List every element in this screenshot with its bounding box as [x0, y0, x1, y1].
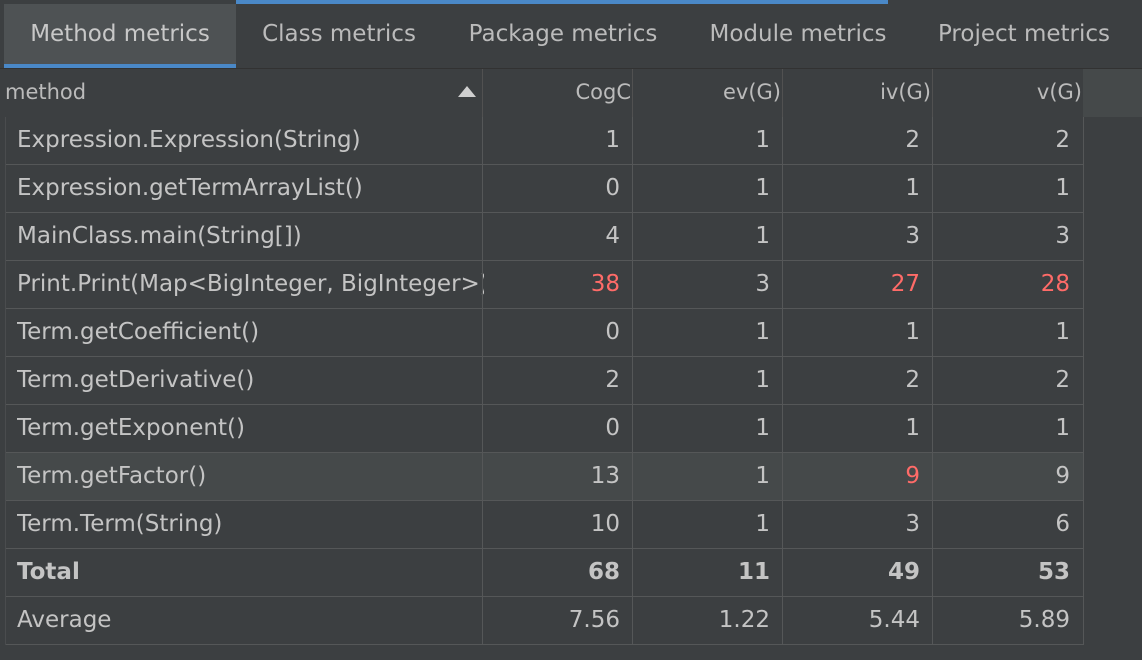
- cell-vg: 3: [1055, 223, 1070, 249]
- cell-vg: 53: [1037, 559, 1070, 585]
- column-divider: [1083, 117, 1084, 645]
- cell-ivg: 3: [905, 223, 920, 249]
- cell-evg: 1: [755, 463, 770, 489]
- table-row[interactable]: Print.Print(Map<BigInteger, BigInteger>)…: [6, 261, 1084, 309]
- cell-evg: 11: [737, 559, 770, 585]
- column-header-cogc[interactable]: CogC: [575, 80, 631, 104]
- cell-vg: 5.89: [1018, 607, 1070, 633]
- cell-method: Term.getDerivative(): [17, 367, 255, 393]
- cell-evg: 1: [755, 127, 770, 153]
- cell-cogc: 0: [605, 175, 620, 201]
- table-row[interactable]: Term.getCoefficient() 0 1 1 1: [6, 309, 1084, 357]
- column-divider: [932, 117, 933, 645]
- average-row[interactable]: Average 7.56 1.22 5.44 5.89: [6, 597, 1084, 645]
- cell-vg: 2: [1055, 127, 1070, 153]
- cell-ivg: 1: [905, 319, 920, 345]
- cell-evg: 1: [755, 223, 770, 249]
- metrics-table: Expression.Expression(String) 1 1 2 2 Express…: [5, 117, 1084, 645]
- table-row[interactable]: Expression.Expression(String) 1 1 2 2: [6, 117, 1084, 165]
- column-header-ivg[interactable]: iv(G): [880, 80, 931, 104]
- cell-method: Term.getFactor(): [17, 463, 207, 489]
- cell-ivg: 2: [905, 127, 920, 153]
- cell-evg: 1: [755, 175, 770, 201]
- cell-method: Term.getExponent(): [17, 415, 245, 441]
- cell-cogc: 38: [590, 271, 620, 297]
- cell-ivg: 5.44: [868, 607, 920, 633]
- header-filler: [1083, 69, 1142, 117]
- cell-cogc: 10: [590, 511, 620, 537]
- cell-ivg: 1: [905, 175, 920, 201]
- cell-evg: 1: [755, 511, 770, 537]
- cell-evg: 1: [755, 415, 770, 441]
- cell-method: MainClass.main(String[]): [17, 223, 302, 249]
- table-row[interactable]: Expression.getTermArrayList() 0 1 1 1: [6, 165, 1084, 213]
- cell-ivg: 27: [890, 271, 920, 297]
- table-row[interactable]: Term.getFactor() 13 1 9 9: [6, 453, 1084, 501]
- table-row[interactable]: Term.getDerivative() 2 1 2 2: [6, 357, 1084, 405]
- column-header-evg[interactable]: ev(G): [722, 80, 781, 104]
- cell-evg: 1.22: [718, 607, 770, 633]
- column-divider[interactable]: [782, 69, 783, 117]
- sort-ascending-icon: [458, 86, 476, 97]
- cell-vg: 1: [1055, 175, 1070, 201]
- cell-ivg: 3: [905, 511, 920, 537]
- tab-class-metrics[interactable]: Class metrics: [262, 21, 416, 47]
- cell-cogc: 68: [587, 559, 620, 585]
- cell-evg: 1: [755, 319, 770, 345]
- column-header-vg[interactable]: v(G): [1036, 80, 1082, 104]
- cell-method: Expression.Expression(String): [17, 127, 361, 153]
- table-row[interactable]: Term.Term(String) 10 1 3 6: [6, 501, 1084, 549]
- cell-cogc: 4: [605, 223, 620, 249]
- cell-ivg: 1: [905, 415, 920, 441]
- cell-cogc: 0: [605, 415, 620, 441]
- column-divider: [782, 117, 783, 645]
- tab-method-metrics[interactable]: Method metrics: [4, 4, 236, 68]
- cell-method: Print.Print(Map<BigInteger, BigInteger>): [17, 271, 484, 297]
- column-divider[interactable]: [482, 69, 483, 117]
- cell-vg: 1: [1055, 415, 1070, 441]
- table-row[interactable]: MainClass.main(String[]) 4 1 3 3: [6, 213, 1084, 261]
- column-divider: [482, 117, 483, 645]
- tab-strip-accent-line: [236, 0, 888, 4]
- table-header: method CogC ev(G) iv(G) v(G): [0, 69, 1142, 117]
- cell-vg: 1: [1055, 319, 1070, 345]
- cell-cogc: 13: [590, 463, 620, 489]
- tab-project-metrics[interactable]: Project metrics: [937, 21, 1111, 47]
- cell-method: Term.Term(String): [17, 511, 223, 537]
- cell-cogc: 2: [605, 367, 620, 393]
- cell-ivg: 2: [905, 367, 920, 393]
- cell-method: Term.getCoefficient(): [17, 319, 260, 345]
- metrics-tab-bar: Method metrics Class metrics Package met…: [0, 4, 1142, 69]
- column-divider[interactable]: [632, 69, 633, 117]
- column-header-method[interactable]: method: [5, 80, 87, 104]
- tab-package-metrics[interactable]: Package metrics: [468, 21, 658, 47]
- cell-cogc: 0: [605, 319, 620, 345]
- cell-evg: 3: [755, 271, 770, 297]
- cell-cogc: 1: [605, 127, 620, 153]
- cell-vg: 9: [1055, 463, 1070, 489]
- cell-vg: 28: [1040, 271, 1070, 297]
- cell-evg: 1: [755, 367, 770, 393]
- total-label: Total: [17, 559, 80, 585]
- cell-ivg: 9: [905, 463, 920, 489]
- cell-cogc: 7.56: [568, 607, 620, 633]
- cell-ivg: 49: [887, 559, 920, 585]
- column-divider[interactable]: [932, 69, 933, 117]
- total-row[interactable]: Total 68 11 49 53: [6, 549, 1084, 597]
- cell-vg: 2: [1055, 367, 1070, 393]
- cell-method: Expression.getTermArrayList(): [17, 175, 363, 201]
- column-divider: [632, 117, 633, 645]
- average-label: Average: [17, 607, 112, 633]
- table-row[interactable]: Term.getExponent() 0 1 1 1: [6, 405, 1084, 453]
- cell-vg: 6: [1055, 511, 1070, 537]
- tab-module-metrics[interactable]: Module metrics: [709, 21, 887, 47]
